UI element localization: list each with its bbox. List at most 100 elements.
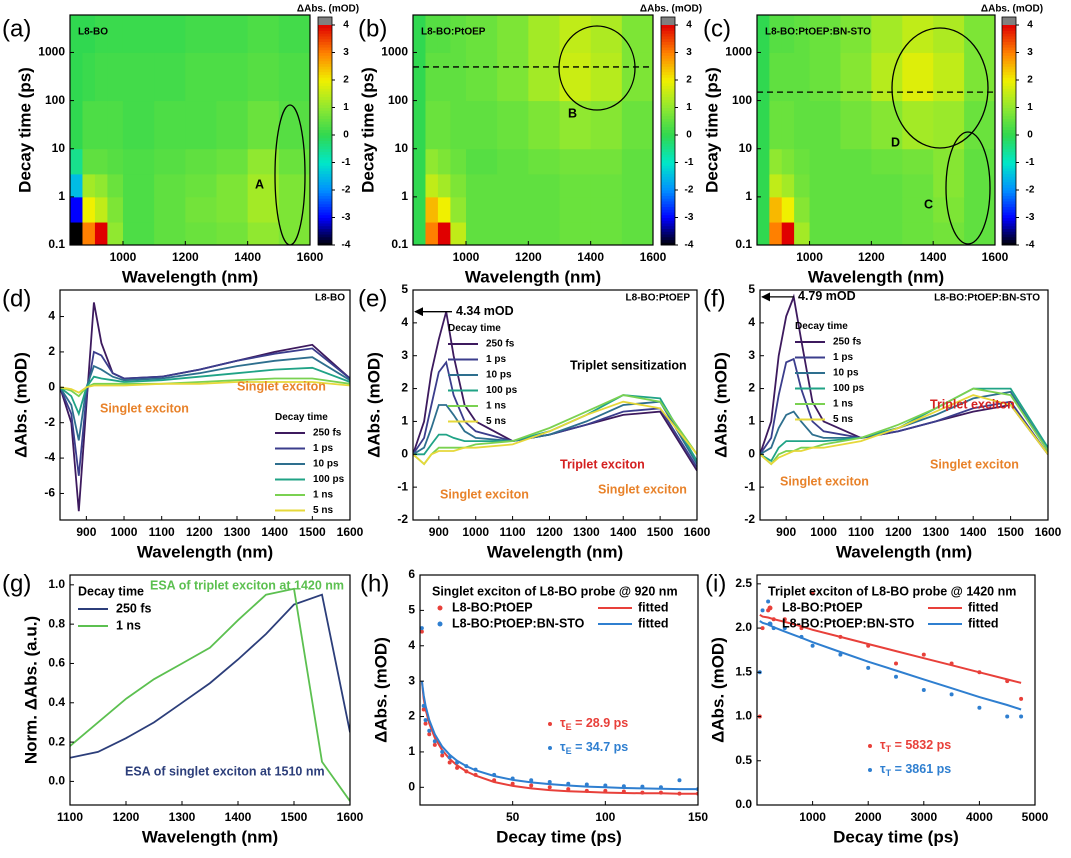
colorbar-segment: [1002, 49, 1016, 53]
heat-cell: [247, 196, 280, 223]
colorbar-segment: [661, 25, 675, 29]
colorbar-segment: [661, 179, 675, 183]
colorbar-segment: [661, 55, 675, 59]
heat-cell: [278, 52, 310, 102]
y-tick-label: -2: [744, 512, 755, 526]
colorbar-segment: [318, 124, 332, 128]
heat-cell: [465, 196, 498, 223]
colorbar-segment: [1002, 135, 1016, 139]
heat-cell: [278, 222, 310, 245]
series-line: [70, 587, 350, 802]
colorbar-tick-label: 1: [343, 102, 349, 113]
colorbar-segment: [661, 77, 675, 81]
colorbar-segment: [1002, 181, 1016, 185]
data-point: [760, 626, 765, 631]
legend-label: fitted: [638, 600, 669, 614]
colorbar-segment: [318, 228, 332, 232]
heat-cell: [840, 173, 872, 198]
fit-symbol: τ: [560, 740, 566, 754]
data-point: [977, 705, 982, 710]
heat-cell: [528, 100, 560, 150]
x-tick-label: 1300: [922, 525, 949, 539]
colorbar-segment: [1002, 192, 1016, 196]
colorbar-segment: [661, 49, 675, 53]
heat-cell: [964, 196, 995, 223]
x-tick-label: 1600: [982, 250, 1009, 264]
heat-cell: [590, 52, 623, 102]
colorbar-segment: [1002, 96, 1016, 100]
colorbar-segment: [1002, 88, 1016, 92]
plot-frame: [756, 14, 996, 246]
colorbar-segment: [318, 135, 332, 139]
colorbar-segment: [1002, 102, 1016, 106]
colorbar-tick-label: 0: [686, 130, 692, 141]
colorbar-segment: [1002, 198, 1016, 202]
annotation: D: [891, 135, 900, 149]
y-tick-label: 0: [748, 446, 755, 460]
heat-cell: [425, 173, 439, 198]
legend-label: 1 ns: [833, 399, 853, 410]
colorbar-segment: [318, 102, 332, 106]
colorbar-segment: [318, 184, 332, 188]
heat-cell: [933, 100, 965, 150]
heat-cell: [559, 52, 592, 102]
legend-label: fitted: [968, 616, 999, 630]
colorbar-segment: [1002, 85, 1016, 89]
data-point: [529, 778, 534, 783]
y-tick-label: 0: [401, 446, 408, 460]
data-point: [1019, 714, 1024, 719]
series-line: [759, 613, 1022, 684]
heat-cell: [528, 52, 560, 102]
heat-cell: [425, 100, 439, 150]
panel-label: (i): [705, 570, 726, 597]
legend-label: L8-BO:PtOEP: [782, 600, 863, 614]
y-tick-label: 6: [408, 567, 415, 581]
legend-label: L8-BO:PtOEP:BN-STO: [452, 616, 585, 630]
heat-cell: [497, 100, 529, 150]
colorbar-segment: [1002, 217, 1016, 221]
legend-label: 10 ps: [833, 368, 859, 379]
colorbar-segment: [318, 88, 332, 92]
colorbar-segment: [1002, 66, 1016, 70]
colorbar-segment: [318, 220, 332, 224]
colorbar-segment: [1002, 99, 1016, 103]
x-tick-label: 1400: [225, 810, 252, 824]
colorbar-segment: [661, 110, 675, 114]
y-tick-label: 1.5: [735, 664, 752, 678]
y-tick-label: 0.1: [48, 237, 65, 251]
heat-cell: [769, 148, 783, 175]
y-tick-label: 0.8: [48, 616, 65, 630]
colorbar-segment: [661, 223, 675, 227]
colorbar-over: [318, 17, 332, 25]
heat-cell: [154, 222, 186, 245]
y-tick-label: 0.0: [735, 797, 752, 811]
y-tick-label: 3: [401, 348, 408, 362]
heat-cell: [278, 15, 310, 53]
x-tick-label: 1100: [57, 810, 83, 824]
y-tick-label: 0.5: [735, 753, 752, 767]
heat-cell: [185, 196, 217, 223]
colorbar-segment: [1002, 63, 1016, 67]
fit-label: τE = 28.9 ps: [560, 716, 628, 732]
colorbar-segment: [318, 223, 332, 227]
colorbar-segment: [661, 192, 675, 196]
colorbar-segment: [661, 99, 675, 103]
heat-cell: [122, 196, 155, 223]
plot-frame: [412, 289, 698, 521]
legend-label: 100 ps: [313, 474, 345, 485]
data-point: [427, 728, 432, 733]
data-point: [420, 626, 424, 631]
colorbar-tick-label: -1: [1026, 157, 1035, 168]
colorbar-segment: [1002, 126, 1016, 130]
colorbar-segment: [661, 184, 675, 188]
annotation: Singlet exciton: [780, 474, 869, 488]
colorbar-segment: [318, 132, 332, 136]
colorbar-segment: [1002, 157, 1016, 161]
colorbar-segment: [661, 168, 675, 172]
annotation: Singlet exciton: [237, 379, 326, 393]
fit-symbol: τ: [880, 738, 886, 752]
y-tick-label: 100: [388, 93, 408, 107]
heat-cell: [70, 15, 83, 53]
annotation: Triplet exciton: [560, 457, 645, 471]
colorbar-segment: [1002, 236, 1016, 240]
